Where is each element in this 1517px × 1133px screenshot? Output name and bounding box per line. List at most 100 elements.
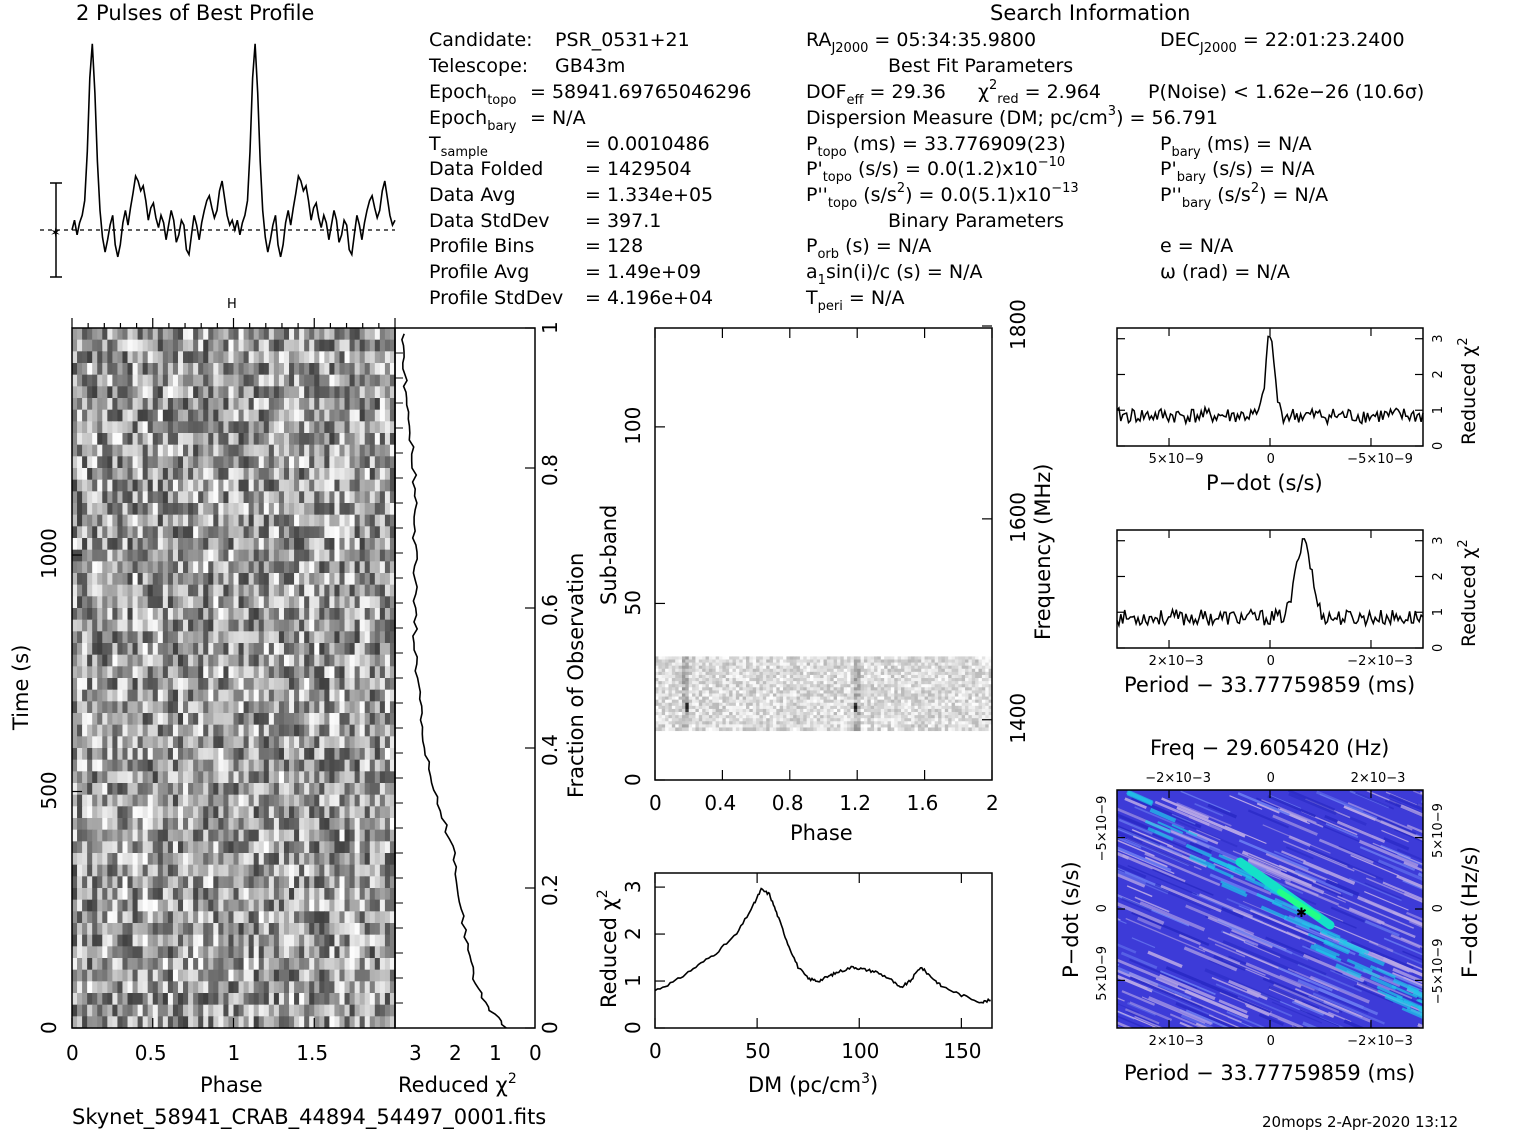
time-phase-cell bbox=[278, 398, 285, 411]
frac-tick-label: 1 bbox=[538, 321, 562, 334]
time-phase-cell bbox=[228, 631, 235, 644]
subband-cell bbox=[860, 659, 865, 664]
time-phase-cell bbox=[193, 853, 199, 866]
time-phase-cell bbox=[354, 981, 361, 994]
time-phase-cell bbox=[354, 386, 361, 399]
subband-cell bbox=[880, 662, 885, 667]
time-phase-cell bbox=[213, 456, 219, 469]
time-phase-cell bbox=[364, 724, 371, 737]
time-phase-cell bbox=[329, 841, 336, 854]
time-phase-cell bbox=[193, 619, 199, 632]
subband-cell bbox=[904, 681, 909, 685]
time-phase-cell bbox=[334, 479, 341, 492]
time-phase-cell bbox=[354, 503, 361, 516]
time-phase-cell bbox=[142, 374, 149, 387]
time-phase-cell bbox=[374, 946, 381, 959]
time-phase-cell bbox=[238, 479, 245, 492]
time-phase-cell bbox=[384, 806, 391, 819]
time-phase-cell bbox=[208, 631, 214, 644]
time-phase-cell bbox=[263, 654, 270, 667]
time-phase-cell bbox=[369, 584, 376, 597]
time-phase-cell bbox=[354, 643, 361, 656]
time-phase-cell bbox=[314, 794, 320, 807]
subband-cell bbox=[981, 665, 986, 670]
time-phase-cell bbox=[142, 479, 149, 492]
time-phase-cell bbox=[253, 678, 260, 691]
time-phase-cell bbox=[278, 491, 285, 504]
time-phase-cell bbox=[203, 433, 209, 446]
time-phase-cell bbox=[228, 748, 235, 761]
time-phase-cell bbox=[147, 713, 154, 726]
time-phase-cell bbox=[243, 759, 250, 772]
time-phase-cell bbox=[253, 654, 260, 667]
time-phase-cell bbox=[102, 806, 108, 819]
subband-cell bbox=[914, 668, 919, 673]
time-phase-cell bbox=[243, 911, 250, 924]
time-phase-cell bbox=[278, 934, 285, 947]
time-phase-cell bbox=[359, 876, 366, 889]
time-phase-cell bbox=[349, 549, 356, 562]
time-phase-cell bbox=[319, 479, 325, 492]
time-phase-cell bbox=[379, 363, 386, 376]
time-phase-cell bbox=[183, 351, 189, 364]
time-phase-cell bbox=[167, 409, 174, 422]
time-phase-cell bbox=[203, 759, 209, 772]
time-phase-cell bbox=[289, 363, 295, 376]
subband-cell bbox=[968, 671, 973, 676]
time-phase-cell bbox=[263, 573, 270, 586]
time-phase-cell bbox=[324, 468, 330, 481]
subband-cell bbox=[874, 681, 878, 685]
time-phase-cell bbox=[177, 876, 184, 889]
subband-cell bbox=[695, 684, 700, 688]
time-phase-cell bbox=[117, 619, 124, 632]
time-phase-cell bbox=[183, 468, 189, 481]
time-phase-cell bbox=[359, 538, 366, 551]
time-phase-cell bbox=[203, 713, 209, 726]
time-phase-cell bbox=[82, 456, 88, 469]
time-phase-cell bbox=[112, 503, 119, 516]
time-phase-cell bbox=[72, 526, 78, 539]
time-phase-cell bbox=[127, 608, 134, 621]
time-phase-cell bbox=[162, 608, 169, 621]
time-phase-cell bbox=[384, 993, 391, 1006]
time-phase-cell bbox=[253, 934, 260, 947]
time-phase-cell bbox=[283, 981, 290, 994]
time-phase-cell bbox=[364, 701, 371, 714]
subband-cell bbox=[897, 674, 902, 679]
time-phase-cell bbox=[384, 386, 391, 399]
time-phase-cell bbox=[223, 899, 230, 912]
time-phase-cell bbox=[278, 328, 285, 341]
time-phase-cell bbox=[248, 1004, 255, 1017]
subband-cell bbox=[803, 671, 808, 676]
subband-cell bbox=[783, 665, 787, 670]
time-phase-cell bbox=[253, 631, 260, 644]
time-phase-cell bbox=[233, 666, 240, 679]
time-phase-cell bbox=[359, 374, 366, 387]
time-phase-cell bbox=[339, 596, 346, 609]
time-phase-cell bbox=[177, 771, 184, 784]
time-phase-cell bbox=[289, 853, 295, 866]
subband-cell bbox=[732, 678, 737, 682]
time-phase-cell bbox=[243, 794, 250, 807]
time-phase-cell bbox=[248, 969, 255, 982]
subband-cell bbox=[712, 665, 717, 670]
time-phase-cell bbox=[334, 666, 341, 679]
time-phase-cell bbox=[289, 444, 295, 457]
time-phase-cell bbox=[142, 818, 149, 831]
time-phase-cell bbox=[319, 806, 325, 819]
subband-cell bbox=[863, 656, 868, 660]
time-phase-cell bbox=[248, 654, 255, 667]
time-phase-cell bbox=[389, 561, 396, 574]
time-phase-cell bbox=[188, 759, 194, 772]
time-phase-cell bbox=[137, 899, 144, 912]
time-phase-cell bbox=[87, 946, 93, 959]
time-phase-cell bbox=[127, 561, 134, 574]
time-phase-cell bbox=[329, 538, 336, 551]
subband-cell bbox=[705, 678, 710, 682]
time-phase-cell bbox=[253, 479, 260, 492]
subband-cell bbox=[894, 671, 899, 676]
time-phase-cell bbox=[324, 993, 330, 1006]
time-phase-cell bbox=[258, 608, 265, 621]
time-phase-cell bbox=[223, 981, 230, 994]
subband-cell bbox=[857, 671, 862, 676]
